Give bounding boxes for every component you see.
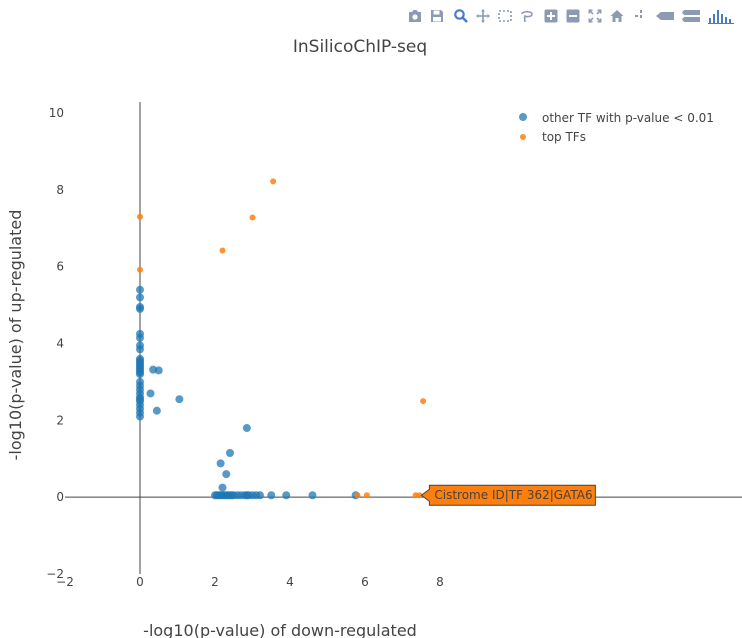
data-points (136, 178, 427, 500)
point-other-tf[interactable] (136, 333, 144, 342)
autoscale-icon[interactable] (586, 7, 604, 25)
point-other-tf[interactable] (308, 491, 317, 500)
point-top-tf[interactable] (354, 492, 361, 499)
y-tick-label: 8 (56, 183, 64, 197)
y-tick-label: 2 (56, 413, 64, 427)
point-top-tf[interactable] (363, 492, 370, 499)
plot-modebar (406, 6, 734, 26)
spike-lines-icon[interactable] (632, 7, 650, 25)
x-tick-label: 8 (436, 575, 444, 589)
x-tick-label: −2 (56, 575, 74, 589)
point-top-tf[interactable] (270, 178, 277, 185)
x-tick-labels: −2 0 2 4 6 8 (56, 575, 444, 589)
y-tick-label: 0 (56, 490, 64, 504)
hover-closest-icon[interactable] (654, 7, 676, 25)
point-other-tf[interactable] (152, 406, 161, 415)
x-tick-label: 6 (361, 575, 369, 589)
lasso-select-icon[interactable] (518, 7, 536, 25)
legend-label-other-tf: other TF with p-value < 0.01 (542, 111, 714, 125)
axes-layer (65, 102, 742, 574)
zoom-in-icon[interactable] (542, 7, 560, 25)
zoom-out-icon[interactable] (564, 7, 582, 25)
legend-marker-top-tfs (520, 134, 526, 140)
point-other-tf[interactable] (136, 345, 144, 354)
point-other-tf[interactable] (136, 293, 144, 302)
point-other-tf[interactable] (256, 491, 264, 500)
y-tick-label: −2 (46, 567, 64, 581)
legend: other TF with p-value < 0.01 top TFs (519, 111, 714, 144)
modebar-group-zoom (542, 7, 626, 25)
hover-tooltip: Cistrome ID|TF 362|GATA6 (420, 484, 596, 506)
x-tick-label: 4 (286, 575, 294, 589)
point-top-tf[interactable] (137, 266, 143, 273)
pan-icon[interactable] (474, 7, 492, 25)
point-other-tf[interactable] (226, 448, 234, 457)
point-other-tf[interactable] (242, 424, 251, 433)
box-select-icon[interactable] (496, 7, 514, 25)
point-other-tf[interactable] (136, 304, 144, 313)
legend-item-other-tf[interactable]: other TF with p-value < 0.01 (519, 111, 714, 125)
point-other-tf[interactable] (222, 470, 231, 479)
hover-tooltip-text: Cistrome ID|TF 362|GATA6 (434, 488, 592, 502)
x-tick-label: 2 (211, 575, 219, 589)
modebar-group-export (406, 7, 446, 25)
x-axis-title: -log10(p-value) of down-regulated (143, 621, 417, 638)
y-axis-title: -log10(p-value) of up-regulated (6, 210, 25, 461)
hover-tooltip-box (420, 484, 596, 506)
home-icon[interactable] (608, 7, 626, 25)
y-tick-label: 6 (56, 260, 64, 274)
camera-icon[interactable] (406, 7, 424, 25)
modebar-group-drag (452, 7, 536, 25)
point-other-tf[interactable] (136, 370, 144, 379)
point-other-tf[interactable] (216, 459, 225, 468)
plotly-logo-icon[interactable] (708, 7, 734, 25)
point-top-tf[interactable] (219, 247, 226, 254)
y-tick-labels: −2 0 2 4 6 8 10 (46, 106, 64, 581)
point-other-tf[interactable] (218, 483, 227, 492)
y-tick-label: 4 (56, 337, 64, 351)
zoom-icon[interactable] (452, 7, 470, 25)
x-tick-label: 0 (136, 575, 144, 589)
hover-compare-icon[interactable] (680, 7, 702, 25)
point-other-tf[interactable] (146, 389, 155, 398)
legend-label-top-tfs: top TFs (542, 130, 586, 144)
save-icon[interactable] (428, 7, 446, 25)
point-top-tf[interactable] (420, 398, 427, 405)
point-top-tf[interactable] (137, 213, 143, 220)
point-other-tf[interactable] (267, 491, 276, 500)
legend-marker-other-tf (519, 113, 527, 121)
point-other-tf[interactable] (136, 285, 144, 294)
point-other-tf[interactable] (175, 395, 184, 404)
point-other-tf[interactable] (136, 412, 144, 421)
point-top-tf[interactable] (249, 214, 256, 221)
modebar-group-logo (708, 7, 734, 25)
legend-item-top-tfs[interactable]: top TFs (520, 130, 586, 144)
y-tick-label: 10 (49, 106, 64, 120)
point-other-tf[interactable] (154, 366, 163, 375)
chart-title: InSilicoChIP-seq (293, 37, 427, 57)
point-top-tf[interactable] (416, 492, 423, 499)
point-other-tf[interactable] (282, 491, 291, 500)
modebar-group-hover (632, 7, 702, 25)
